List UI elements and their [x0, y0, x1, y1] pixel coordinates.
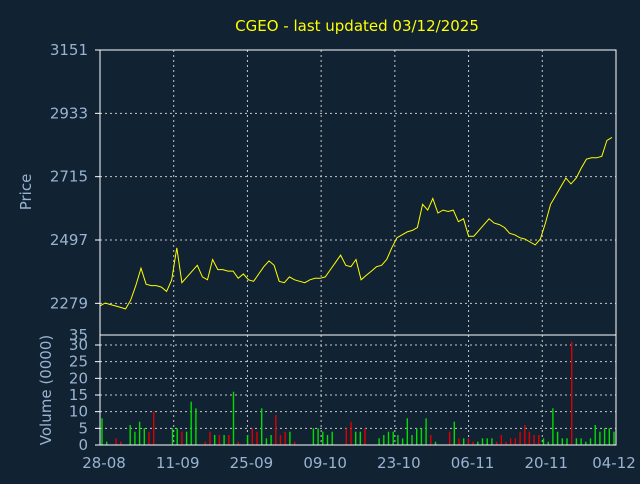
x-tick-label: 23-10 [377, 454, 421, 472]
price-axis-label: Price [17, 174, 35, 211]
volume-grid [100, 335, 616, 445]
x-tick-label: 25-09 [230, 454, 274, 472]
volume-y-tick-label: 0 [78, 436, 88, 454]
price-panel: 3151 2933 2715 2497 2279 Price [17, 41, 617, 336]
x-tick-label: 28-08 [82, 454, 126, 472]
price-grid [100, 50, 616, 335]
price-y-tick-label: 2933 [50, 104, 88, 122]
price-series-line [99, 136, 613, 310]
volume-y-tick-label: 5 [78, 419, 88, 437]
price-y-tick-label: 2497 [50, 231, 88, 249]
x-tick-label: 20-11 [524, 454, 568, 472]
price-y-tick-labels: 3151 2933 2715 2497 2279 [50, 41, 100, 312]
price-y-tick-label: 2279 [50, 294, 88, 312]
volume-panel-frame [99, 334, 617, 446]
volume-y-tick-label: 20 [69, 369, 88, 387]
volume-y-tick-label: 25 [69, 353, 88, 371]
x-tick-label: 04-12 [592, 454, 636, 472]
x-tick-label: 11-09 [156, 454, 200, 472]
price-y-tick-label: 2715 [50, 168, 88, 186]
volume-y-tick-label: 15 [69, 386, 88, 404]
price-line [99, 136, 613, 310]
x-axis-tick-labels: 28-08 11-09 25-09 09-10 23-10 06-11 20-11 04-12 [82, 454, 636, 472]
volume-y-tick-label: 30 [69, 336, 88, 354]
chart-title: CGEO - last updated 03/12/2025 [235, 17, 479, 35]
x-tick-label: 06-11 [451, 454, 495, 472]
x-tick-label: 09-10 [303, 454, 347, 472]
volume-bars [101, 341, 615, 445]
price-y-tick-label-35: 35 [69, 326, 88, 344]
volume-y-tick-label: 10 [69, 403, 88, 421]
volume-axis-label: Volume (0000) [37, 335, 55, 445]
price-panel-frame [99, 49, 617, 336]
price-y-tick-label: 3151 [50, 41, 88, 59]
